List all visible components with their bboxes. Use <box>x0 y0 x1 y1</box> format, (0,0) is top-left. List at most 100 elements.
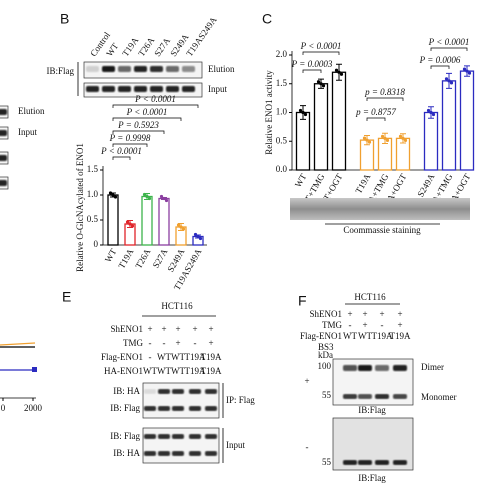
cell: + <box>192 324 197 334</box>
x-tick-label: T26A <box>133 247 152 271</box>
cell: - <box>194 338 197 348</box>
rule <box>0 342 36 346</box>
bar <box>331 71 347 171</box>
condition: - <box>306 442 309 452</box>
blot-band <box>393 394 407 399</box>
blot-band <box>375 394 389 399</box>
cell: - <box>149 338 152 348</box>
bar <box>459 70 475 171</box>
cell: T19A <box>201 352 222 362</box>
blot-band <box>150 86 163 92</box>
blot-band <box>172 389 184 394</box>
row-label: Flag-ENO1 <box>300 331 342 341</box>
blot-band <box>158 406 170 411</box>
dot <box>447 79 451 83</box>
blot-label: Input <box>18 127 37 137</box>
cell: + <box>397 309 402 319</box>
antibody-label: IB:Flag <box>358 405 386 415</box>
blot-band <box>205 389 217 394</box>
cell: + <box>161 324 166 334</box>
cell: + <box>379 309 384 319</box>
blot-label: IB: HA <box>113 448 140 458</box>
blot-band <box>205 406 217 411</box>
blot-band <box>189 434 201 439</box>
bracket <box>112 117 182 121</box>
bar <box>423 111 439 171</box>
bracket <box>112 143 148 147</box>
dot <box>176 223 181 227</box>
cell: T19A <box>185 366 206 376</box>
dot <box>193 232 198 237</box>
cell: WT <box>157 366 171 376</box>
dot <box>298 108 303 113</box>
cell: + <box>208 324 213 334</box>
y-axis-label: Relative ENO1 activity <box>264 70 274 155</box>
marker: 55 <box>322 390 332 400</box>
dot <box>125 220 130 224</box>
blot-band <box>158 434 170 439</box>
blot-band <box>343 365 357 371</box>
blot-band <box>0 109 7 115</box>
p-value: P < 0.0001 <box>134 94 176 104</box>
y-tick-label: 1.5 <box>276 78 288 88</box>
cell-line: HCT116 <box>161 301 193 311</box>
blot-band <box>205 434 217 439</box>
condition: + <box>304 376 309 386</box>
blot-band <box>182 86 195 92</box>
blot-band <box>189 451 201 456</box>
dot <box>426 108 431 113</box>
bar <box>441 80 457 171</box>
dot <box>303 112 308 117</box>
bs3-label: BS3 <box>318 342 334 352</box>
x-tick-label: WT <box>293 172 309 190</box>
cell: WT <box>171 352 185 362</box>
blot-band <box>166 66 179 72</box>
bar <box>107 194 119 246</box>
blot-band <box>172 434 184 439</box>
cell: + <box>397 320 402 330</box>
p-value: P < 0.0001 <box>300 41 342 51</box>
blot-label: IB: HA <box>113 386 140 396</box>
cell: WT <box>171 366 185 376</box>
point <box>32 367 37 372</box>
blot-band <box>189 389 201 394</box>
p-value: P = 0.0006 <box>419 55 461 65</box>
p-value: p = 0.8318 <box>364 87 405 97</box>
kda-label: kDa <box>318 350 333 360</box>
y-tick-label: 2.0 <box>276 49 288 59</box>
blot-band <box>86 86 99 92</box>
lane-label: S27A <box>152 35 172 58</box>
blot-band <box>102 66 115 72</box>
blot-band <box>144 389 156 394</box>
cell: - <box>149 352 152 362</box>
x-tick-label: 2000 <box>24 403 43 413</box>
bar <box>141 195 153 246</box>
y-tick-label: 0.0 <box>276 164 288 174</box>
panel-label: E <box>62 289 71 305</box>
blot-band <box>0 180 7 186</box>
p-value: P = 0.0003 <box>291 59 333 69</box>
dot <box>142 192 147 197</box>
cell: T19A <box>372 331 393 341</box>
blot-label: IB: Flag <box>110 431 140 441</box>
blot-band <box>150 66 163 72</box>
dot <box>362 136 367 140</box>
gel-label: Coommassie staining <box>343 225 421 235</box>
blot-frame <box>142 382 220 419</box>
dot <box>108 191 113 195</box>
dot <box>467 71 472 75</box>
dot <box>181 227 186 231</box>
bar <box>295 111 311 171</box>
dot <box>145 194 149 199</box>
cell: + <box>362 320 367 330</box>
blot-band <box>166 86 179 92</box>
y-tick-label: 0.5 <box>87 214 99 224</box>
dot <box>365 138 369 142</box>
bracket <box>302 51 340 55</box>
cell: - <box>349 320 352 330</box>
blot-band <box>358 460 372 465</box>
row-label: Flag-ENO1 <box>101 352 143 362</box>
p-value: P = 0.9998 <box>109 133 151 143</box>
dot <box>130 224 135 228</box>
